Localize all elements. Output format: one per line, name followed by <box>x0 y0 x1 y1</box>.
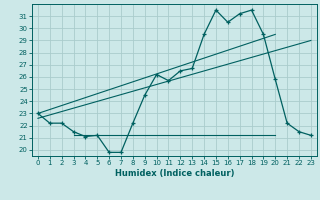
X-axis label: Humidex (Indice chaleur): Humidex (Indice chaleur) <box>115 169 234 178</box>
